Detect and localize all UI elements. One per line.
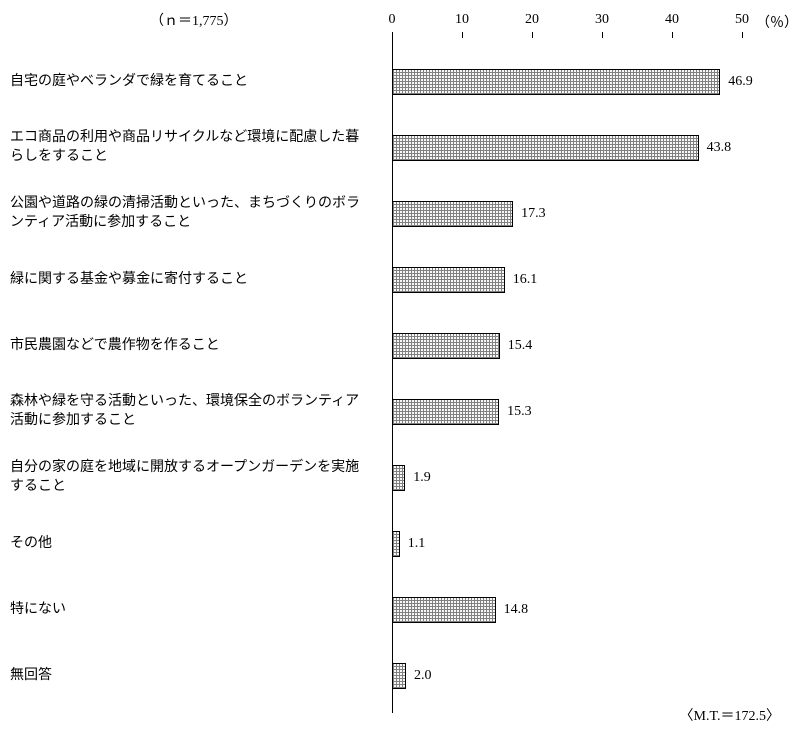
- bar-value-label: 1.1: [408, 536, 426, 552]
- bar-value-label: 2.0: [414, 668, 432, 684]
- bar: [392, 531, 400, 557]
- bar-row-label: 特にない: [10, 601, 380, 620]
- horizontal-bar-chart: （ｎ＝1,775） 0 10 20 30 40 50 （％） 自宅の庭やベランダで緑を育て…: [0, 0, 800, 735]
- bar: [392, 399, 499, 425]
- x-axis-tick-label: 50: [735, 12, 749, 28]
- bar-row: 市民農園などで農作物を作ること 15.4: [0, 313, 800, 379]
- bar-row-label: 無回答: [10, 667, 380, 686]
- x-axis-tick-label: 40: [665, 12, 679, 28]
- x-axis-tick-label: 0: [389, 12, 396, 28]
- bar-row-label: 自宅の庭やベランダで緑を育てること: [10, 73, 380, 92]
- bar-value-label: 15.3: [507, 404, 532, 420]
- mt-total-label: 〈M.T.＝172.5〉: [680, 705, 780, 725]
- bar-row-label: エコ商品の利用や商品リサイクルなど環境に配慮した暮らしをすること: [10, 129, 380, 167]
- x-axis-tick: [742, 32, 743, 38]
- x-axis-tick: [672, 32, 673, 38]
- bar-value-label: 43.8: [707, 140, 732, 156]
- bar-row: エコ商品の利用や商品リサイクルなど環境に配慮した暮らしをすること 43.8: [0, 115, 800, 181]
- bar-row: 森林や緑を守る活動といった、環境保全のボランティア活動に参加すること 15.3: [0, 379, 800, 445]
- bar-row: 無回答 2.0: [0, 643, 800, 709]
- bar-row-label: 森林や緑を守る活動といった、環境保全のボランティア活動に参加すること: [10, 393, 380, 431]
- bar: [392, 597, 496, 623]
- x-axis-tick-label: 10: [455, 12, 469, 28]
- bar: [392, 201, 513, 227]
- bar-row: 自宅の庭やベランダで緑を育てること 46.9: [0, 49, 800, 115]
- bar: [392, 69, 720, 95]
- percent-unit-label: （％）: [756, 12, 798, 32]
- bar-value-label: 1.9: [413, 470, 431, 486]
- bar: [392, 663, 406, 689]
- bar: [392, 135, 699, 161]
- x-axis-tick: [462, 32, 463, 38]
- bar-value-label: 46.9: [728, 74, 753, 90]
- bar-row-label: その他: [10, 535, 380, 554]
- bar-value-label: 17.3: [521, 206, 546, 222]
- x-axis-tick: [602, 32, 603, 38]
- bar-value-label: 15.4: [508, 338, 533, 354]
- y-axis-line: [392, 38, 393, 713]
- bar-row-label: 自分の家の庭を地域に開放するオープンガーデンを実施すること: [10, 459, 380, 497]
- bar: [392, 333, 500, 359]
- x-axis-tick-label: 30: [595, 12, 609, 28]
- bar-row-label: 市民農園などで農作物を作ること: [10, 337, 380, 356]
- x-axis-tick-label: 20: [525, 12, 539, 28]
- bar-value-label: 14.8: [504, 602, 529, 618]
- bar: [392, 267, 505, 293]
- bar-value-label: 16.1: [513, 272, 538, 288]
- bar-row: 特にない 14.8: [0, 577, 800, 643]
- bar-row-label: 公園や道路の緑の清掃活動といった、まちづくりのボランティア活動に参加すること: [10, 195, 380, 233]
- sample-size-label: （ｎ＝1,775）: [150, 10, 238, 30]
- bar-row: その他 1.1: [0, 511, 800, 577]
- bar-row: 緑に関する基金や募金に寄付すること 16.1: [0, 247, 800, 313]
- bar-row: 公園や道路の緑の清掃活動といった、まちづくりのボランティア活動に参加すること 17…: [0, 181, 800, 247]
- x-axis-tick: [532, 32, 533, 38]
- bar-row-label: 緑に関する基金や募金に寄付すること: [10, 271, 380, 290]
- bar-row: 自分の家の庭を地域に開放するオープンガーデンを実施すること 1.9: [0, 445, 800, 511]
- bar: [392, 465, 405, 491]
